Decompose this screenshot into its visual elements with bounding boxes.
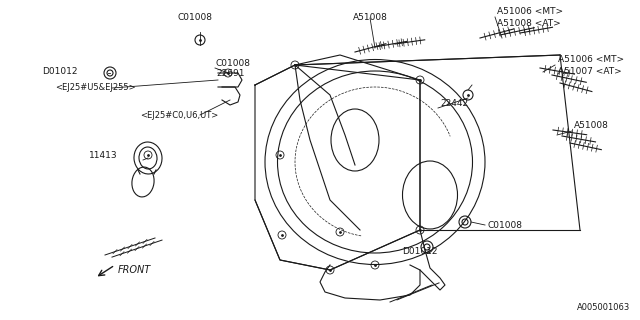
Text: C01008: C01008 — [216, 59, 251, 68]
Text: A51008: A51008 — [574, 122, 609, 131]
Text: A51006 <MT>: A51006 <MT> — [558, 55, 624, 65]
Text: A51007 <AT>: A51007 <AT> — [558, 67, 621, 76]
Text: A005001063: A005001063 — [577, 303, 630, 312]
Text: 22442: 22442 — [440, 99, 468, 108]
Text: A51008: A51008 — [353, 13, 387, 22]
Text: <EJ25#U5&EJ255>: <EJ25#U5&EJ255> — [55, 84, 136, 92]
Text: D01012: D01012 — [42, 68, 77, 76]
Text: D01012: D01012 — [403, 247, 438, 257]
Text: A51008 <AT>: A51008 <AT> — [497, 19, 561, 28]
Text: FRONT: FRONT — [118, 265, 151, 275]
Text: <EJ25#C0,U6,UT>: <EJ25#C0,U6,UT> — [140, 110, 218, 119]
Text: C01008: C01008 — [488, 220, 523, 229]
Text: 11413: 11413 — [89, 150, 118, 159]
Text: A51006 <MT>: A51006 <MT> — [497, 7, 563, 17]
Text: C01008: C01008 — [177, 13, 212, 22]
Text: 22691: 22691 — [216, 69, 244, 78]
